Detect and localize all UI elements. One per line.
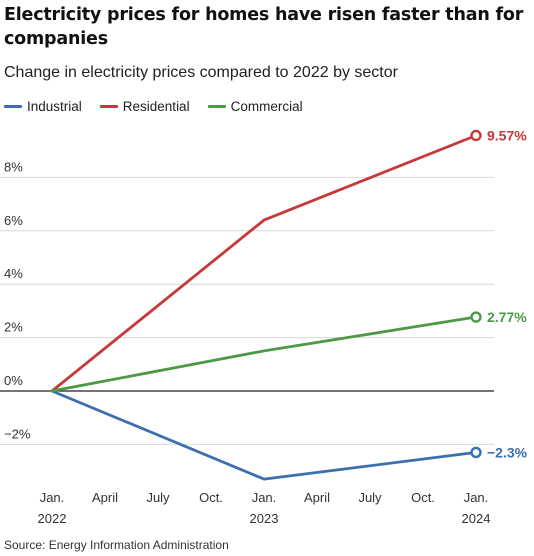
series-line-commercial <box>50 315 478 393</box>
source-note: Source: Energy Information Administratio… <box>4 538 229 552</box>
end-label-residential: 9.57% <box>487 127 527 143</box>
x-tick-label: April <box>304 490 330 505</box>
x-tick-year-label: 2023 <box>250 511 279 526</box>
legend-item-residential: Residential <box>99 99 190 114</box>
chart-subtitle: Change in electricity prices compared to… <box>4 64 398 81</box>
legend-swatch-residential <box>99 105 118 108</box>
series-line-industrial <box>50 389 478 481</box>
x-tick-year-label: 2022 <box>38 511 67 526</box>
y-tick-label: 6% <box>4 213 23 228</box>
legend-item-commercial: Commercial <box>207 99 303 114</box>
y-tick-label: 2% <box>4 320 23 335</box>
chart-title: Electricity prices for homes have risen … <box>4 5 524 49</box>
y-tick-label: 8% <box>4 159 23 174</box>
x-tick-label: July <box>146 490 170 505</box>
y-tick-label: −2% <box>4 426 31 441</box>
legend-item-industrial: Industrial <box>4 99 82 114</box>
end-label-commercial: 2.77% <box>487 309 527 325</box>
x-tick-label: April <box>92 490 118 505</box>
x-tick-year-label: 2024 <box>462 511 491 526</box>
x-tick-label: Jan. <box>252 490 277 505</box>
x-tick-label: July <box>358 490 382 505</box>
y-tick-label: 4% <box>4 266 23 281</box>
legend: Industrial Residential Commercial <box>4 99 303 114</box>
x-tick-label: Jan. <box>40 490 65 505</box>
line-chart: −2% 0% 2% 4% 6% 8% Jan. 2022 April July Oct. Jan. 20… <box>0 127 528 526</box>
legend-swatch-industrial <box>4 105 22 108</box>
legend-label-residential: Residential <box>122 99 190 114</box>
end-marker-residential <box>470 129 482 142</box>
y-tick-label: 0% <box>4 373 23 388</box>
x-tick-label: Jan. <box>464 490 489 505</box>
x-tick-label: Oct. <box>411 490 435 505</box>
end-marker-industrial <box>470 446 482 459</box>
end-marker-commercial <box>470 311 482 323</box>
legend-label-industrial: Industrial <box>27 99 82 114</box>
x-tick-label: Oct. <box>199 490 223 505</box>
legend-swatch-commercial <box>207 105 226 108</box>
series-line-residential <box>50 134 478 393</box>
end-label-industrial: −2.3% <box>487 444 528 460</box>
legend-label-commercial: Commercial <box>230 99 303 114</box>
